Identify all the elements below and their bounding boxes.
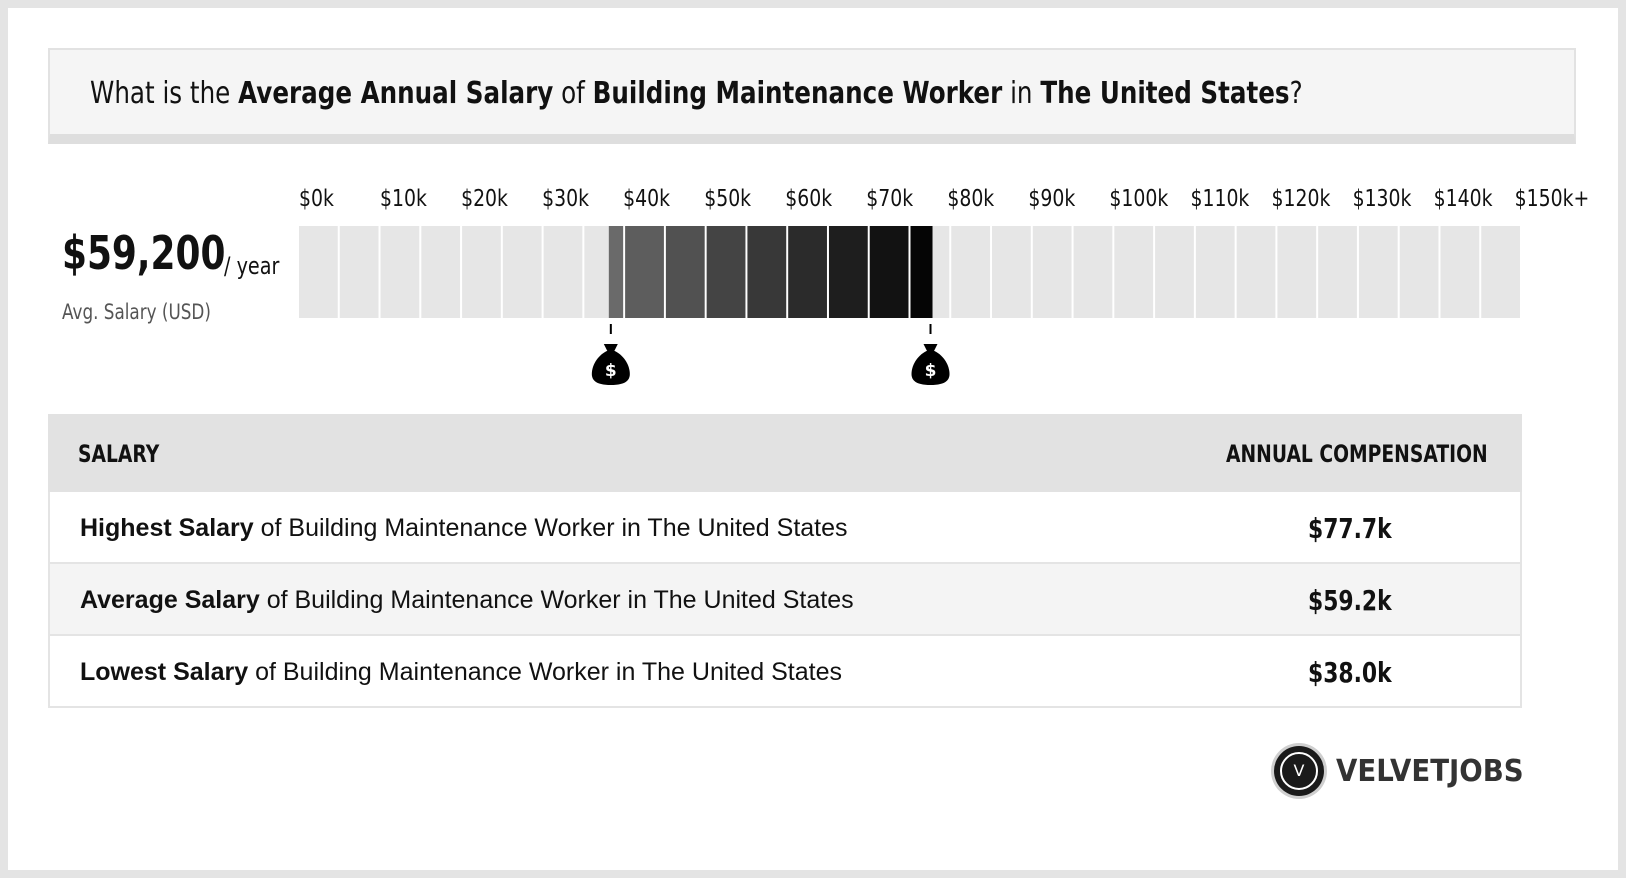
empty-cell — [543, 226, 583, 318]
table-row-lowest: Lowest Salary of Building Maintenance Wo… — [48, 636, 1522, 708]
velvetjobs-logo: V VELVETJOBS — [1274, 746, 1574, 798]
empty-cell — [339, 226, 379, 318]
tick-label: $150k+ — [1515, 184, 1590, 211]
header-salary: SALARY — [78, 440, 160, 468]
tick-label: $50k — [704, 184, 752, 211]
row-label: Lowest Salary of Building Maintenance Wo… — [80, 658, 842, 686]
empty-cell — [951, 226, 991, 318]
logo-badge-icon: V — [1274, 746, 1324, 796]
range-cell — [788, 226, 827, 318]
row-value: $59.2k — [1308, 584, 1392, 617]
range-cell — [665, 226, 705, 318]
logo-text: VELVETJOBS — [1336, 754, 1524, 789]
low-salary-marker: $ — [591, 324, 630, 385]
bag-neck — [603, 344, 618, 352]
bag-body — [591, 351, 630, 385]
average-salary-unit: / year — [224, 252, 280, 280]
logo-letter: V — [1280, 752, 1318, 790]
salary-range-bar — [608, 226, 933, 318]
empty-cell — [1155, 226, 1194, 318]
page-title: What is the Average Annual Salary of Bui… — [90, 76, 1303, 111]
tick-label: $60k — [785, 184, 833, 211]
empty-cell — [1440, 226, 1480, 318]
empty-cell — [502, 226, 542, 318]
tick-label: $0k — [299, 184, 335, 211]
range-cell — [828, 226, 868, 318]
empty-cell — [421, 226, 461, 318]
row-value: $77.7k — [1308, 512, 1392, 545]
tick-label: $70k — [866, 184, 914, 211]
table-row-average: Average Salary of Building Maintenance W… — [48, 564, 1522, 636]
money-bag-icon: $ — [911, 344, 950, 385]
range-cell — [706, 226, 746, 318]
range-cell — [869, 226, 909, 318]
table-row-highest: Highest Salary of Building Maintenance W… — [48, 492, 1522, 564]
salary-range-chart: $0k $10k $20k $30k $40k $50k $60k $70k $80k $90k $… — [299, 184, 1590, 385]
bag-body — [911, 351, 950, 385]
average-salary-value: $59,200 — [62, 226, 226, 280]
tick-label: $30k — [542, 184, 590, 211]
empty-cell — [1114, 226, 1154, 318]
dollar-sign: $ — [605, 361, 617, 381]
tick-label: $100k — [1109, 184, 1169, 211]
empty-cell — [1032, 226, 1072, 318]
range-cell — [747, 226, 787, 318]
money-bag-icon: $ — [591, 344, 630, 385]
header-annual-compensation: ANNUAL COMPENSATION — [1226, 440, 1488, 468]
tick-label: $120k — [1272, 184, 1332, 211]
bag-neck — [923, 344, 938, 352]
row-label: Highest Salary of Building Maintenance W… — [80, 514, 848, 542]
empty-cell — [1481, 226, 1520, 318]
empty-cell — [1318, 226, 1357, 318]
dollar-sign: $ — [925, 361, 937, 381]
tick-label: $20k — [461, 184, 509, 211]
empty-cell — [462, 226, 501, 318]
tick-label: $10k — [380, 184, 428, 211]
tick-label: $80k — [947, 184, 995, 211]
salary-table: SALARY ANNUAL COMPENSATION Highest Salar… — [48, 414, 1522, 708]
empty-cell — [992, 226, 1031, 318]
empty-cell — [1358, 226, 1398, 318]
row-value: $38.0k — [1308, 656, 1392, 689]
empty-cell — [1073, 226, 1113, 318]
empty-cell — [1195, 226, 1235, 318]
range-cell — [910, 226, 933, 318]
salary-card: What is the Average Annual Salary of Bui… — [8, 8, 1618, 870]
high-salary-marker: $ — [911, 324, 950, 385]
tick-label: $40k — [623, 184, 671, 211]
tick-label: $140k — [1434, 184, 1494, 211]
empty-cell — [1236, 226, 1276, 318]
tick-label: $130k — [1353, 184, 1413, 211]
range-cell — [608, 226, 624, 318]
tick-label: $110k — [1190, 184, 1250, 211]
table-header: SALARY ANNUAL COMPENSATION — [48, 414, 1522, 492]
tick-label: $90k — [1028, 184, 1076, 211]
empty-cell — [380, 226, 420, 318]
empty-cell — [299, 226, 338, 318]
row-label: Average Salary of Building Maintenance W… — [80, 586, 854, 614]
average-salary-label: Avg. Salary (USD) — [62, 300, 211, 324]
title-box: What is the Average Annual Salary of Bui… — [48, 48, 1576, 144]
empty-cell — [1399, 226, 1439, 318]
empty-cell — [1277, 226, 1317, 318]
range-cell — [625, 226, 664, 318]
